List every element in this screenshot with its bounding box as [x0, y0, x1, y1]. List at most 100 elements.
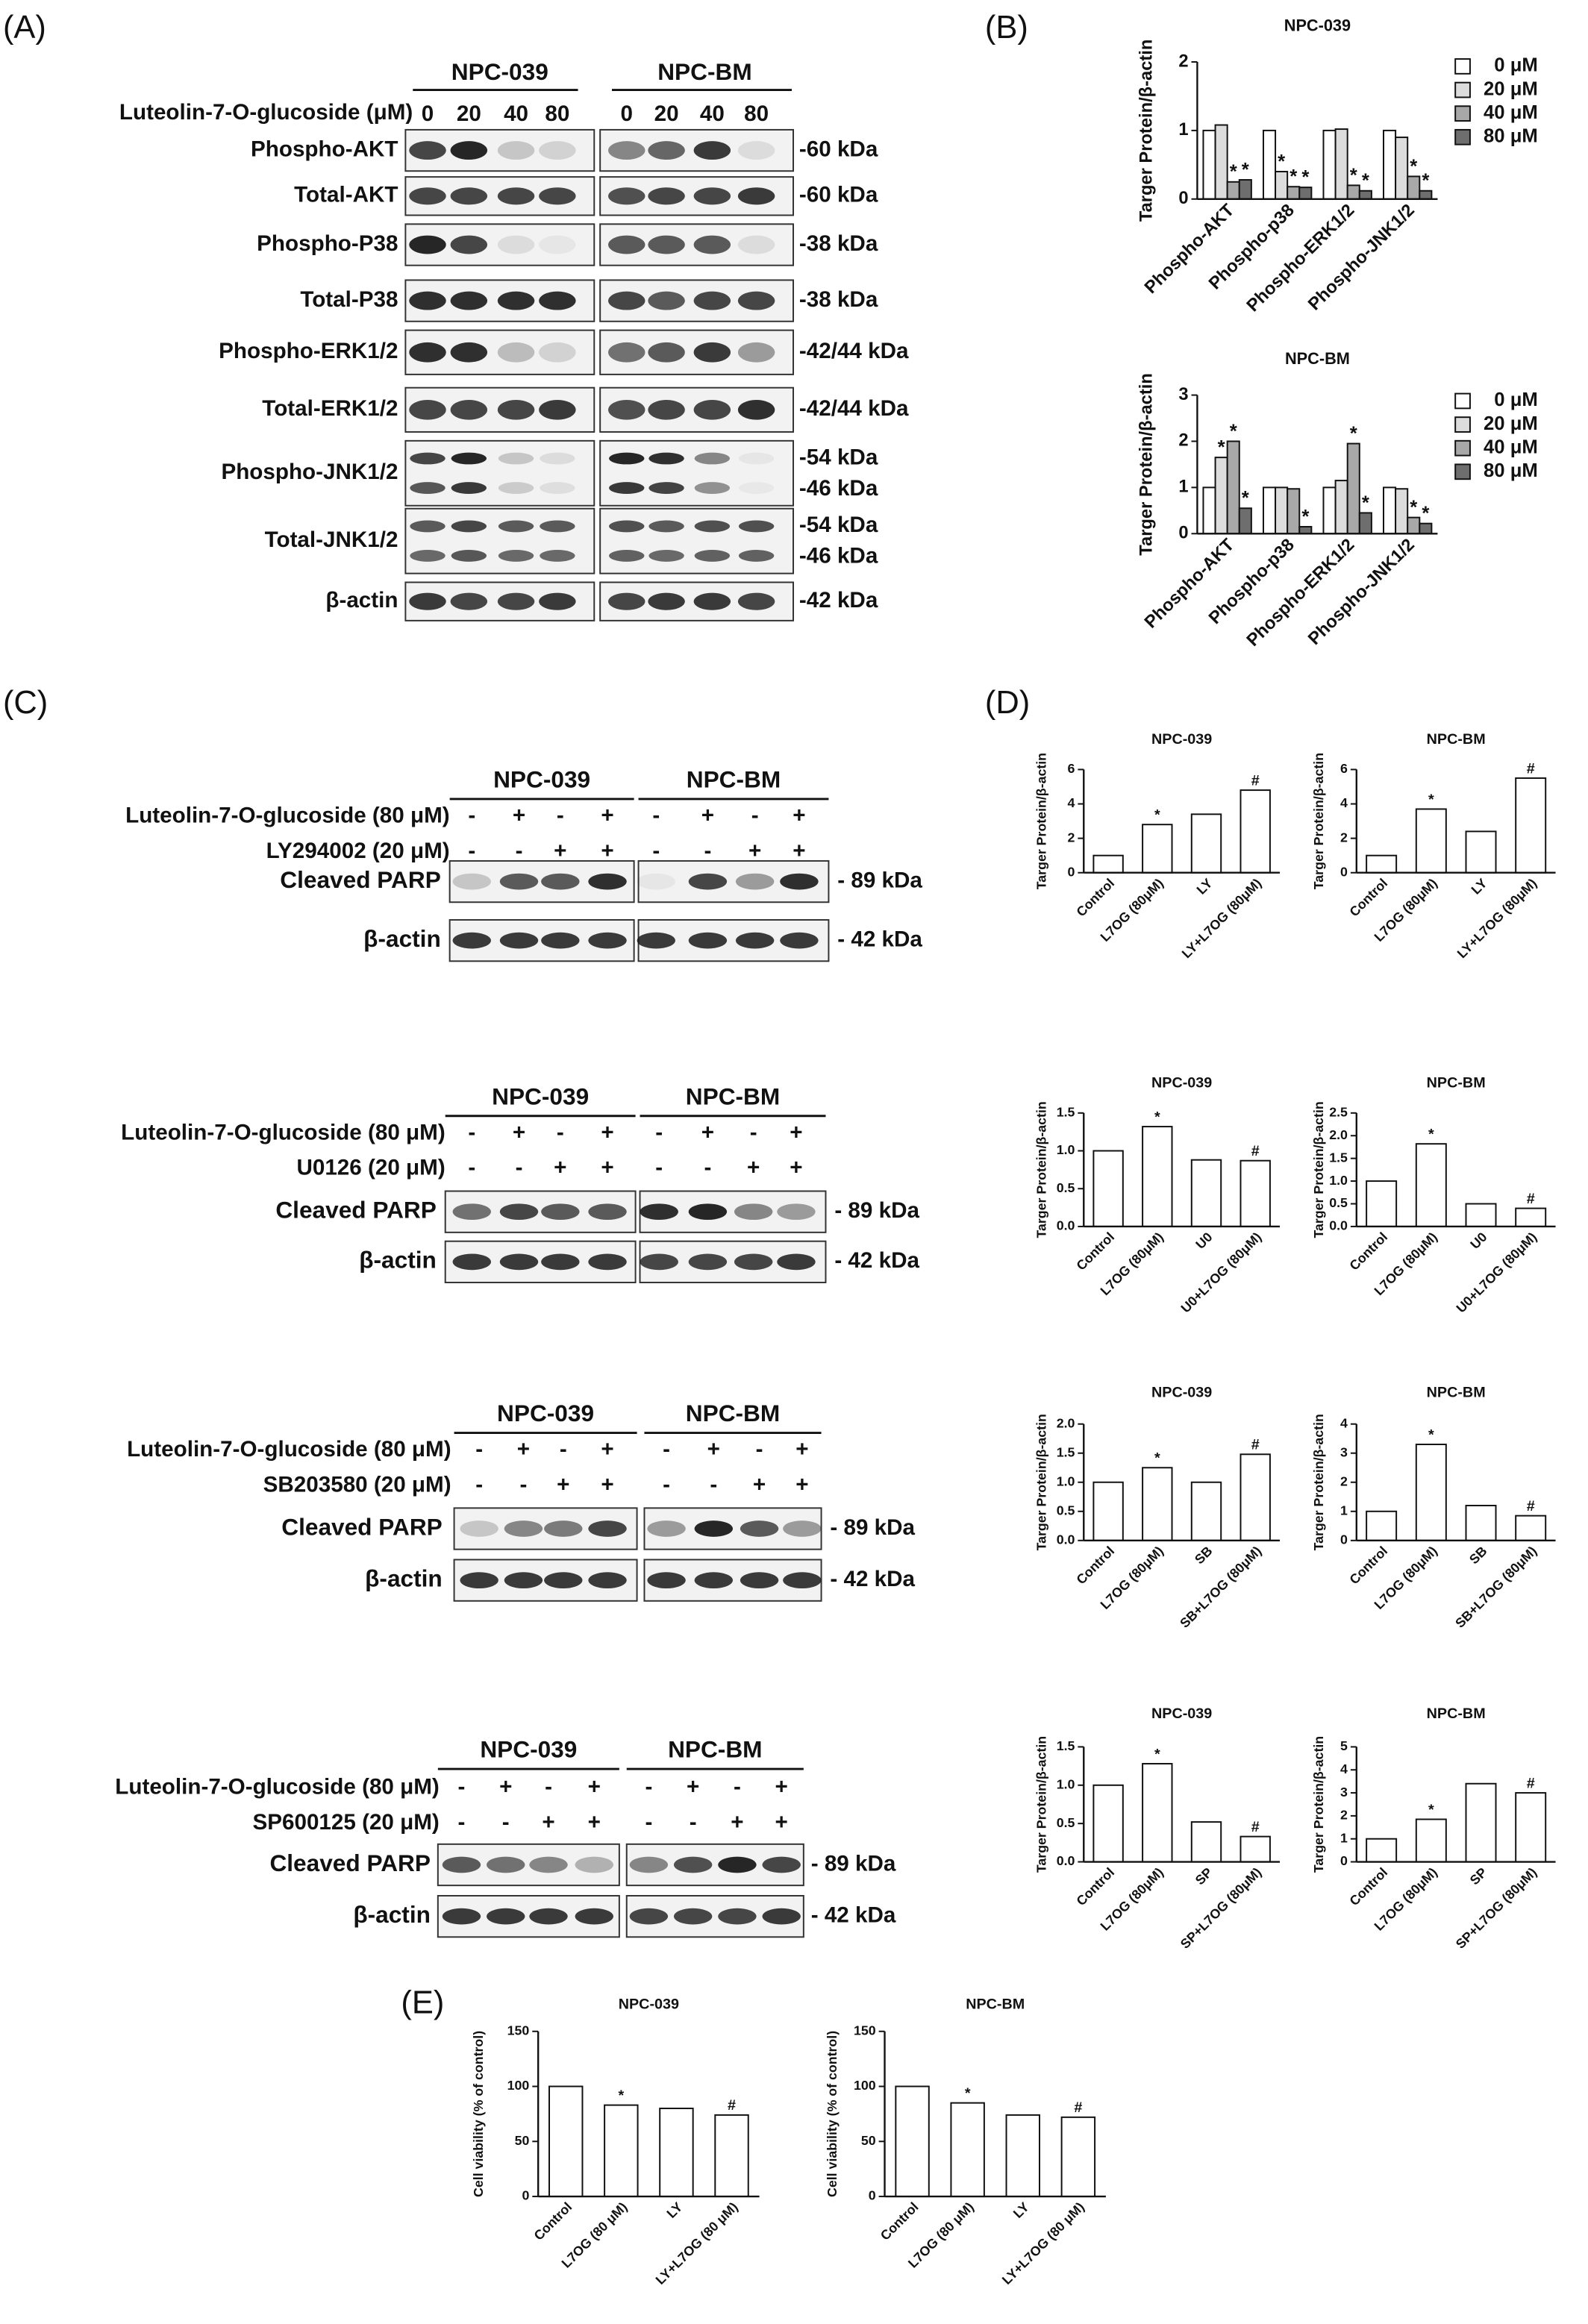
y-tick-label: 150	[507, 2023, 530, 2038]
blot-band	[410, 452, 446, 465]
sign: +	[790, 1156, 802, 1180]
blot-band	[539, 187, 576, 205]
y-tick-label: 1.0	[1057, 1142, 1075, 1157]
y-tick-label: 0	[1178, 189, 1188, 208]
sign: -	[475, 1437, 483, 1462]
blot-band	[737, 141, 775, 160]
bar	[1287, 488, 1301, 535]
significance-marker: *	[1410, 156, 1417, 177]
chart-title: NPC-BM	[966, 1996, 1025, 2012]
bar	[1142, 1467, 1173, 1541]
dose-label: 20	[457, 101, 481, 126]
row-label: Phospho-P38	[257, 231, 398, 256]
row-label: β-actin	[359, 1247, 437, 1274]
blot-band	[629, 1856, 669, 1873]
bar	[1366, 854, 1398, 874]
sign: +	[775, 1775, 788, 1800]
sign: +	[513, 803, 525, 827]
bar	[1092, 1481, 1124, 1541]
blot-band	[762, 1908, 801, 1925]
significance-marker: *	[1278, 151, 1285, 172]
blot-band	[540, 550, 575, 562]
kda-label: -42/44 kDa	[799, 339, 909, 363]
y-tick-label: 0.5	[1057, 1815, 1075, 1830]
bar	[1262, 129, 1277, 200]
significance-marker: *	[1362, 492, 1369, 513]
chart-title: NPC-039	[619, 1996, 679, 2012]
y-tick-label: 5	[1340, 1738, 1348, 1753]
blot-band	[541, 932, 580, 949]
significance-marker: #	[1527, 1775, 1535, 1791]
blot-band	[539, 235, 576, 254]
kda-label: -42/44 kDa	[799, 396, 909, 421]
blot-band	[497, 235, 535, 254]
y-tick-label: 4	[1340, 795, 1348, 810]
sign: +	[793, 803, 805, 827]
blot-band	[452, 932, 491, 949]
kda-label: -60 kDa	[799, 183, 878, 207]
sign: -	[663, 1473, 670, 1497]
sign: -	[458, 1775, 466, 1800]
blot-band	[451, 550, 487, 562]
blot-band	[648, 342, 685, 363]
blot-band	[575, 1908, 613, 1925]
sign: +	[701, 1120, 714, 1144]
blot-band	[640, 1253, 678, 1271]
y-axis-label: Cell viability (% of control)	[825, 2031, 840, 2197]
blot-band	[735, 932, 775, 949]
blot-band	[738, 452, 775, 465]
y-tick-label: 4	[1340, 1761, 1348, 1776]
significance-marker: *	[1422, 504, 1429, 524]
y-tick-label: 0	[1068, 864, 1075, 879]
blot-band	[588, 1520, 627, 1537]
sign: +	[601, 1120, 613, 1144]
row-label: Phospho-ERK1/2	[219, 339, 398, 363]
sign: -	[663, 1437, 670, 1462]
y-tick-label: 3	[1340, 1785, 1348, 1800]
y-tick-label: 0.0	[1057, 1218, 1075, 1233]
blot-band	[541, 1253, 580, 1271]
blot-band	[498, 520, 534, 533]
sign: -	[545, 1775, 552, 1800]
y-tick-label: 2.0	[1329, 1127, 1348, 1142]
blot-band	[487, 1856, 525, 1873]
blot-band	[637, 873, 675, 890]
significance-marker: *	[1428, 1426, 1434, 1443]
bar	[1275, 171, 1289, 200]
sign: +	[517, 1437, 530, 1462]
sign: -	[519, 1473, 527, 1497]
blot-band	[539, 399, 576, 420]
sign: +	[601, 803, 613, 827]
blot-band	[450, 291, 488, 310]
sign: -	[458, 1810, 466, 1835]
blot-band	[737, 399, 775, 420]
sign: -	[468, 803, 475, 827]
chart-title: NPC-039	[1151, 731, 1212, 748]
y-tick-label: 2	[1340, 1473, 1348, 1488]
bar	[1415, 1818, 1447, 1863]
chart-title: NPC-BM	[1285, 349, 1350, 368]
blot-frame	[599, 439, 794, 507]
blot-band	[637, 932, 675, 949]
row-label: Total-AKT	[294, 183, 398, 207]
blot-band	[588, 1203, 627, 1221]
sign: -	[750, 1120, 757, 1144]
blot-band	[688, 1203, 728, 1221]
chart-title: NPC-BM	[1427, 1384, 1486, 1400]
group-header: NPC-BM	[657, 58, 751, 85]
legend-swatch	[1454, 105, 1471, 122]
dose-label: 0	[422, 101, 434, 126]
dose-label: 40	[700, 101, 725, 126]
sign: +	[554, 1156, 566, 1180]
blot-band	[734, 1203, 773, 1221]
sign: -	[557, 803, 564, 827]
y-tick-label: 2	[1068, 830, 1075, 845]
sign: +	[748, 839, 761, 863]
blot-band	[442, 1856, 481, 1873]
bar	[1322, 486, 1337, 535]
y-tick-label: 0	[1340, 1532, 1348, 1547]
blot-band	[608, 399, 645, 420]
blot-band	[452, 873, 491, 890]
significance-marker: *	[1410, 498, 1417, 519]
sign: +	[707, 1437, 720, 1462]
